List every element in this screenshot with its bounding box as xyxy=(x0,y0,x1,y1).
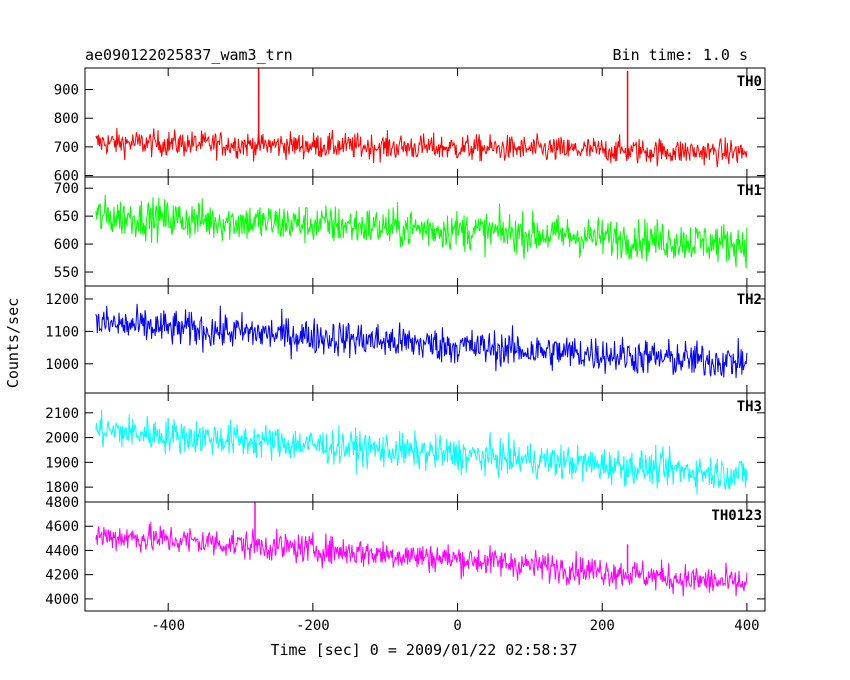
x-tick-label: -200 xyxy=(296,618,330,634)
series-th2-line xyxy=(95,303,748,378)
panel-th0: 600 700 800 900 TH0 xyxy=(54,67,766,185)
y-tick-label: 600 xyxy=(54,237,79,253)
y-tick-label: 4800 xyxy=(45,495,79,511)
panel-frame xyxy=(84,67,766,178)
series-th0123-line xyxy=(95,521,748,597)
panel-label: TH0123 xyxy=(711,508,762,524)
y-tick-label: 650 xyxy=(54,209,79,225)
panel-label: TH3 xyxy=(737,399,762,415)
y-tick-label: 1900 xyxy=(45,455,79,471)
y-tick-label: 4400 xyxy=(45,543,79,559)
x-tick-label: 0 xyxy=(453,618,461,634)
bin-time-label: Bin time: 1.0 s xyxy=(613,46,748,64)
y-tick-label: 1200 xyxy=(45,292,79,308)
panel-th1: 550 600 650 700 TH1 xyxy=(54,176,766,287)
series-th1-line xyxy=(95,194,748,269)
x-tick-label: -400 xyxy=(151,618,185,634)
y-tick-label: 1800 xyxy=(45,480,79,496)
y-tick-label: 1100 xyxy=(45,324,79,340)
y-tick-label: 550 xyxy=(54,265,79,281)
panel-th0123: 4000 4200 4400 4600 4800 TH0123 xyxy=(45,495,766,612)
y-tick-label: 2000 xyxy=(45,431,79,447)
x-tick-label: 400 xyxy=(734,618,759,634)
panel-frame xyxy=(84,285,766,394)
y-tick-label: 700 xyxy=(54,181,79,197)
chart-title: ae090122025837_wam3_trn xyxy=(85,46,293,64)
panel-label: TH1 xyxy=(737,183,762,199)
y-tick-label: 4000 xyxy=(45,592,79,608)
y-tick-label: 2100 xyxy=(45,406,79,422)
x-axis-label: Time [sec] 0 = 2009/01/22 02:58:37 xyxy=(270,641,577,659)
panel-frame xyxy=(84,501,766,612)
y-tick-label: 1000 xyxy=(45,357,79,373)
y-tick-label: 900 xyxy=(54,83,79,99)
y-tick-label: 600 xyxy=(54,169,79,185)
panel-th3: 1800 1900 2000 2100 TH3 xyxy=(45,392,766,503)
panel-label: TH0 xyxy=(737,74,762,90)
x-tick-label: 200 xyxy=(590,618,615,634)
panel-th2: 1000 1100 1200 TH2 xyxy=(45,285,766,394)
y-tick-label: 4600 xyxy=(45,519,79,535)
y-tick-label: 700 xyxy=(54,140,79,156)
y-axis-label: Counts/sec xyxy=(4,298,22,388)
series-th0-line xyxy=(95,127,748,168)
series-th3-line xyxy=(95,410,748,495)
y-tick-label: 4200 xyxy=(45,568,79,584)
panel-label: TH2 xyxy=(737,292,762,308)
y-tick-label: 800 xyxy=(54,111,79,127)
